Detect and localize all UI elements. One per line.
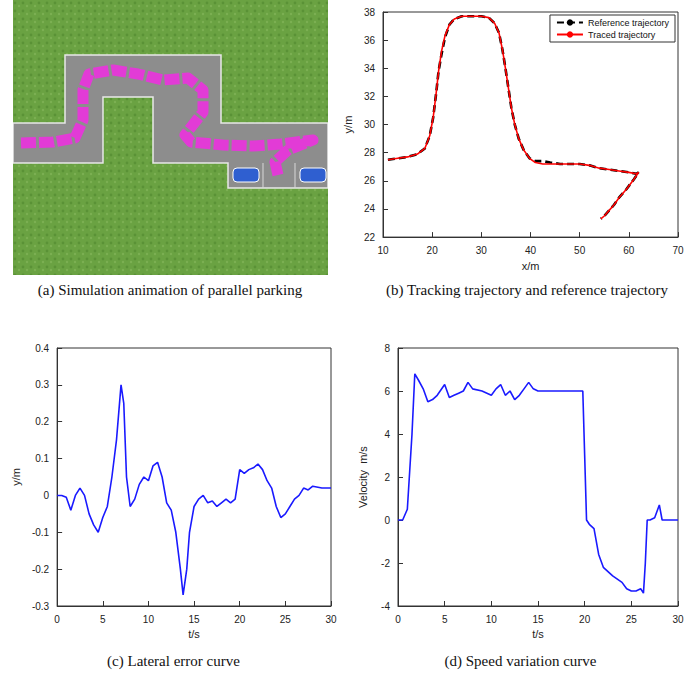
svg-text:60: 60: [623, 245, 635, 256]
html-text:(b) Tracking trajectory and re: (b) Tracking trajectory and reference tr…: [386, 282, 668, 298]
html-text:(d) Speed variation curve: (d) Speed variation curve: [444, 653, 597, 669]
svg-text:8: 8: [384, 343, 390, 354]
svg-text:24: 24: [364, 203, 376, 214]
svg-text:t/s: t/s: [188, 628, 200, 640]
svg-text:20: 20: [234, 614, 246, 625]
svg-text:10: 10: [377, 245, 389, 256]
svg-text:30: 30: [672, 614, 684, 625]
svg-text:20: 20: [579, 614, 591, 625]
svg-text:25: 25: [626, 614, 638, 625]
svg-text:30: 30: [364, 119, 376, 130]
svg-text:4: 4: [384, 429, 390, 440]
svg-text:y/m: y/m: [10, 468, 22, 486]
svg-text:0.1: 0.1: [35, 453, 49, 464]
svg-text:0.2: 0.2: [35, 416, 49, 427]
svg-text:Reference trajectory: Reference trajectory: [588, 18, 670, 28]
html-text:(c) Lateral error curve: (c) Lateral error curve: [107, 653, 240, 669]
svg-text:36: 36: [364, 35, 376, 46]
svg-text:28: 28: [364, 147, 376, 158]
svg-text:40: 40: [525, 245, 537, 256]
svg-text:26: 26: [364, 175, 376, 186]
svg-text:0: 0: [44, 490, 50, 501]
svg-text:0.4: 0.4: [35, 343, 49, 354]
svg-text:70: 70: [672, 245, 684, 256]
svg-text:x/m: x/m: [522, 260, 540, 272]
svg-text:10: 10: [143, 614, 155, 625]
svg-text:34: 34: [364, 63, 376, 74]
svg-text:15: 15: [189, 614, 201, 625]
svg-text:5: 5: [100, 614, 106, 625]
svg-text:20: 20: [427, 245, 439, 256]
svg-text:0: 0: [384, 515, 390, 526]
svg-text:30: 30: [476, 245, 488, 256]
svg-text:22: 22: [364, 232, 376, 243]
svg-text:-0.2: -0.2: [32, 564, 50, 575]
svg-text:0: 0: [54, 614, 60, 625]
svg-text:t/s: t/s: [532, 628, 544, 640]
svg-text:Traced trajectory: Traced trajectory: [588, 30, 656, 40]
html-text:(a) Simulation animation of pa: (a) Simulation animation of parallel par…: [37, 282, 303, 298]
svg-text:6: 6: [384, 386, 390, 397]
svg-text:y/m: y/m: [342, 116, 354, 134]
svg-text:25: 25: [280, 614, 292, 625]
svg-text:Velocity m/s: Velocity m/s: [357, 446, 369, 508]
svg-text:-2: -2: [381, 558, 390, 569]
svg-text:38: 38: [364, 7, 376, 18]
svg-text:32: 32: [364, 91, 376, 102]
svg-text:-0.1: -0.1: [32, 527, 50, 538]
svg-text:2: 2: [384, 472, 390, 483]
svg-text:0.3: 0.3: [35, 379, 49, 390]
svg-text:-0.3: -0.3: [32, 601, 50, 612]
svg-text:15: 15: [532, 614, 544, 625]
svg-text:0: 0: [395, 614, 401, 625]
svg-text:10: 10: [486, 614, 498, 625]
svg-text:50: 50: [574, 245, 586, 256]
svg-text:5: 5: [442, 614, 448, 625]
svg-text:30: 30: [325, 614, 337, 625]
svg-text:-4: -4: [381, 601, 390, 612]
